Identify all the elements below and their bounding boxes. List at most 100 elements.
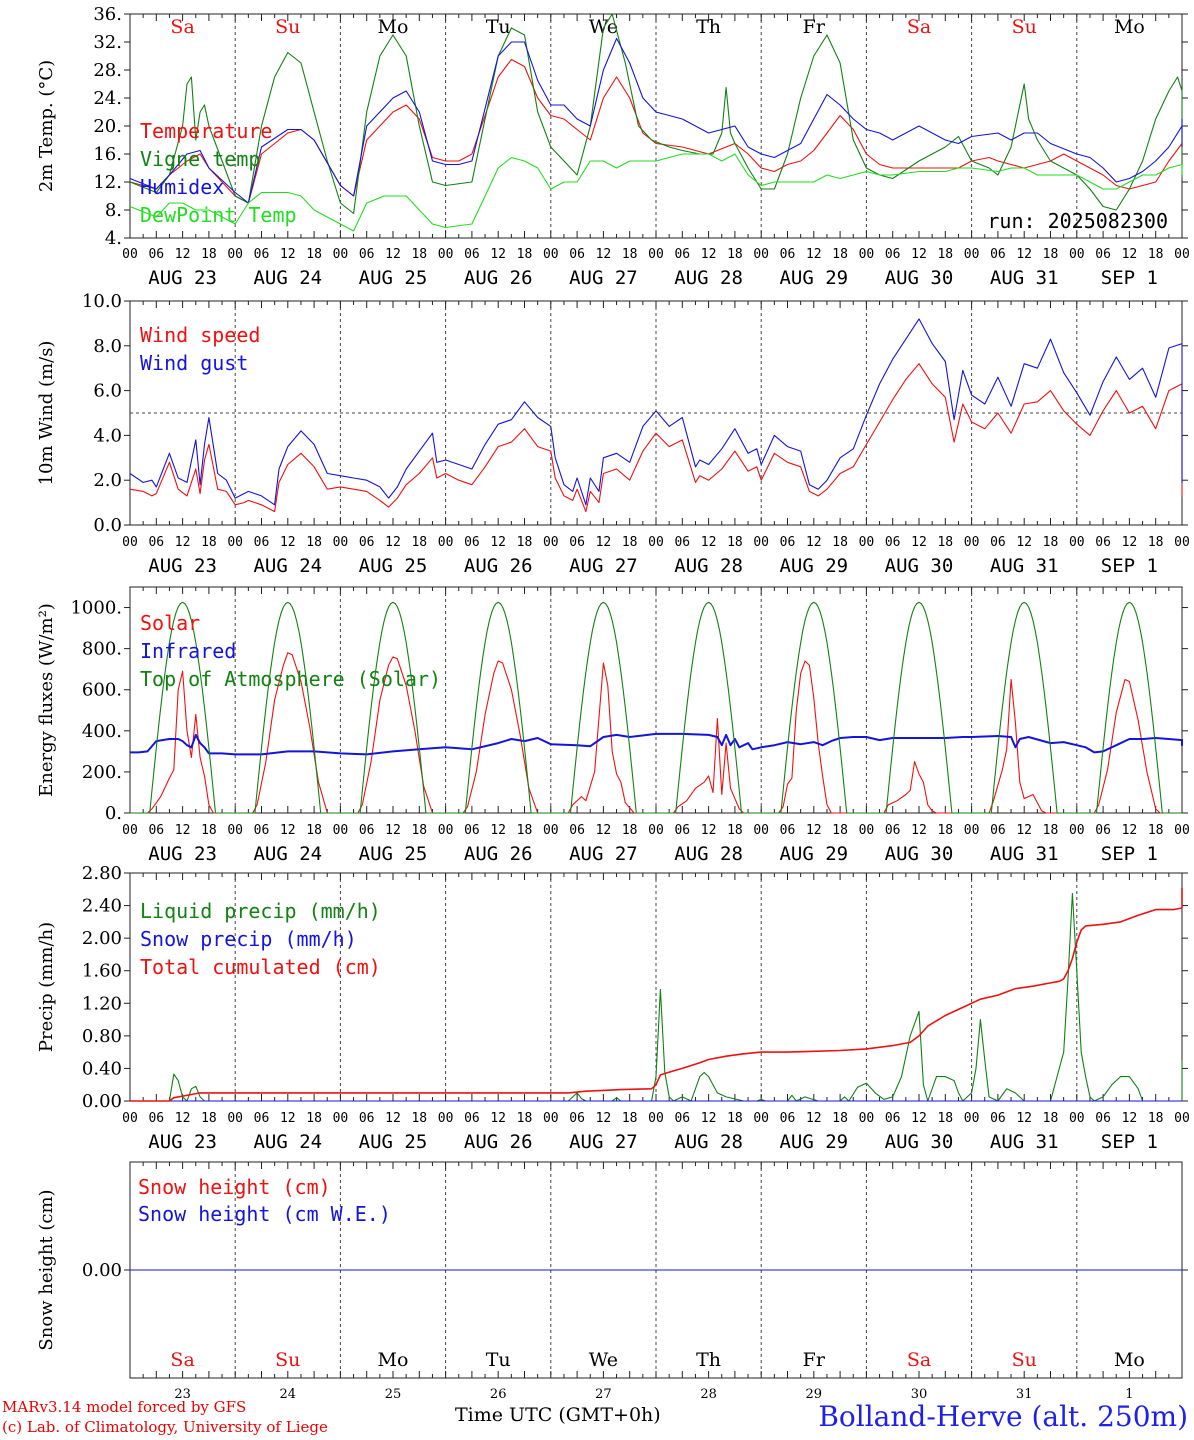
temp-series-dewpoint-temp xyxy=(129,153,1183,232)
temp-date-label: AUG 29 xyxy=(779,267,848,289)
temp-hour-label: 12 xyxy=(701,247,717,262)
wind-hour-label: 00 xyxy=(964,535,980,550)
precip-hour-label: 18 xyxy=(937,1111,953,1126)
precip-hour-label: 18 xyxy=(1148,1111,1164,1126)
credit-model: MARv3.14 model forced by GFS xyxy=(2,1398,247,1416)
temp-hour-label: 18 xyxy=(306,247,322,262)
wind-hour-label: 06 xyxy=(464,535,480,550)
wind-hour-label: 12 xyxy=(280,535,296,550)
precip-hour-label: 18 xyxy=(832,1111,848,1126)
wind-date-label: AUG 28 xyxy=(674,555,743,577)
wind-date-label: AUG 25 xyxy=(359,555,428,577)
bottom-day-number: 1 xyxy=(1125,1387,1133,1402)
flux-hour-label: 12 xyxy=(1016,823,1032,838)
wind-hour-label: 06 xyxy=(254,535,270,550)
precip-y-tick-label: 0.00 xyxy=(82,1091,122,1112)
temp-legend-entry: Temperature xyxy=(140,119,272,143)
temp-legend-entry: DewPoint Temp xyxy=(140,203,297,227)
wind-hour-label: 00 xyxy=(1174,535,1190,550)
snow-weekday-label: Fr xyxy=(803,1349,826,1371)
precip-y-tick-label: 1.60 xyxy=(82,961,122,982)
temp-hour-label: 00 xyxy=(859,247,875,262)
precip-date-label: AUG 25 xyxy=(359,1131,428,1153)
wind-y-tick-label: 10.0 xyxy=(82,291,122,312)
temp-hour-label: 18 xyxy=(1148,247,1164,262)
precip-hour-label: 00 xyxy=(122,1111,138,1126)
temp-hour-label: 06 xyxy=(990,247,1006,262)
wind-hour-label: 00 xyxy=(753,535,769,550)
wind-hour-label: 06 xyxy=(885,535,901,550)
wind-y-tick-label: 6.0 xyxy=(93,381,122,402)
flux-hour-label: 06 xyxy=(780,823,796,838)
precip-hour-label: 00 xyxy=(964,1111,980,1126)
precip-hour-label: 06 xyxy=(254,1111,270,1126)
flux-hour-label: 12 xyxy=(701,823,717,838)
temp-series-humidex xyxy=(129,37,1183,204)
flux-hour-label: 00 xyxy=(1069,823,1085,838)
precip-y-tick-label: 2.80 xyxy=(82,863,122,884)
precip-y-tick-label: 2.00 xyxy=(82,928,122,949)
precip-hour-label: 18 xyxy=(306,1111,322,1126)
precip-legend-entry: Snow precip (mm/h) xyxy=(140,927,357,951)
precip-hour-label: 18 xyxy=(411,1111,427,1126)
wind-hour-label: 18 xyxy=(1043,535,1059,550)
flux-hour-label: 06 xyxy=(674,823,690,838)
precip-hour-label: 18 xyxy=(201,1111,217,1126)
temp-hour-label: 00 xyxy=(122,247,138,262)
wind-date-label: AUG 29 xyxy=(779,555,848,577)
bottom-day-number: 30 xyxy=(911,1387,928,1402)
temp-weekday-label: Tu xyxy=(486,16,511,38)
temp-legend-entry: Vigne temp xyxy=(140,147,260,171)
precip-hour-label: 00 xyxy=(753,1111,769,1126)
temp-y-tick-label: 24. xyxy=(93,88,122,109)
snow-weekday-label: Sa xyxy=(170,1349,194,1371)
flux-date-label: SEP 1 xyxy=(1101,843,1158,865)
precip-hour-label: 12 xyxy=(385,1111,401,1126)
flux-hour-label: 12 xyxy=(490,823,506,838)
temp-y-tick-label: 36. xyxy=(93,4,122,25)
temp-hour-label: 00 xyxy=(543,247,559,262)
temp-weekday-label: Sa xyxy=(170,16,194,38)
wind-hour-label: 12 xyxy=(596,535,612,550)
snow-y-axis-label: Snow height (cm) xyxy=(36,1189,57,1350)
precip-hour-label: 18 xyxy=(1043,1111,1059,1126)
temp-hour-label: 18 xyxy=(622,247,638,262)
wind-hour-label: 12 xyxy=(701,535,717,550)
precip-hour-label: 00 xyxy=(1069,1111,1085,1126)
wind-hour-label: 06 xyxy=(148,535,164,550)
wind-hour-label: 06 xyxy=(569,535,585,550)
precip-hour-label: 12 xyxy=(1016,1111,1032,1126)
wind-hour-label: 00 xyxy=(859,535,875,550)
precip-date-label: AUG 27 xyxy=(569,1131,638,1153)
wind-hour-label: 06 xyxy=(1095,535,1111,550)
temp-y-tick-label: 16. xyxy=(93,144,122,165)
flux-hour-label: 12 xyxy=(385,823,401,838)
precip-hour-label: 12 xyxy=(701,1111,717,1126)
temp-hour-label: 06 xyxy=(885,247,901,262)
flux-hour-label: 00 xyxy=(543,823,559,838)
wind-hour-label: 00 xyxy=(333,535,349,550)
temp-weekday-label: Mo xyxy=(378,16,409,38)
flux-hour-label: 12 xyxy=(911,823,927,838)
wind-hour-label: 00 xyxy=(1069,535,1085,550)
temp-hour-label: 00 xyxy=(648,247,664,262)
wind-hour-label: 12 xyxy=(175,535,191,550)
precip-hour-label: 18 xyxy=(727,1111,743,1126)
temp-weekday-label: Th xyxy=(696,16,721,38)
precip-hour-label: 00 xyxy=(333,1111,349,1126)
precip-legend-entry: Liquid precip (mm/h) xyxy=(140,899,381,923)
wind-date-label: AUG 26 xyxy=(464,555,533,577)
wind-hour-label: 18 xyxy=(622,535,638,550)
flux-hour-label: 12 xyxy=(1122,823,1138,838)
precip-date-label: AUG 24 xyxy=(253,1131,322,1153)
temp-hour-label: 12 xyxy=(1016,247,1032,262)
flux-hour-label: 06 xyxy=(464,823,480,838)
wind-hour-label: 18 xyxy=(832,535,848,550)
temp-date-label: AUG 26 xyxy=(464,267,533,289)
flux-hour-label: 06 xyxy=(1095,823,1111,838)
temp-weekday-label: Su xyxy=(1012,16,1037,38)
temp-hour-label: 06 xyxy=(254,247,270,262)
run-label: run: 2025082300 xyxy=(987,209,1168,233)
wind-hour-label: 12 xyxy=(806,535,822,550)
wind-hour-label: 00 xyxy=(122,535,138,550)
